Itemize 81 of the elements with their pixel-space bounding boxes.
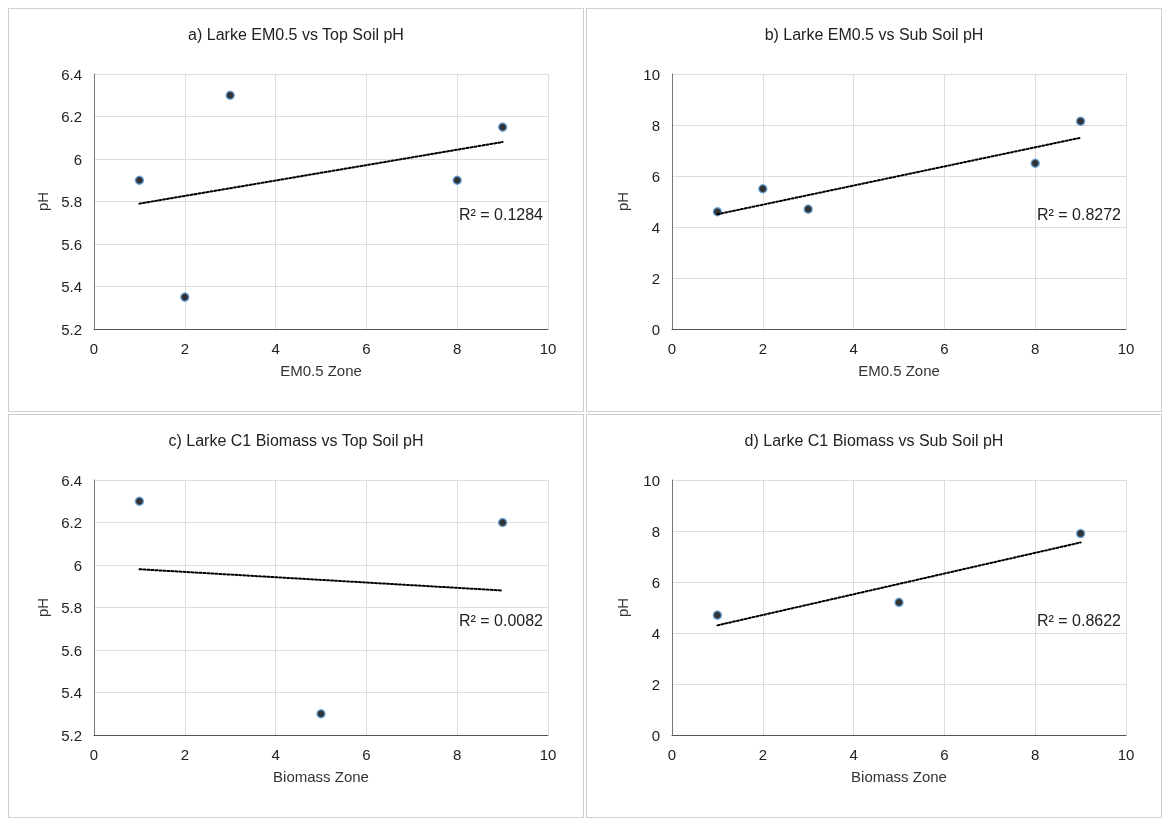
y-tick-label: 0 bbox=[651, 726, 660, 744]
annotation: R² = 0.8622 bbox=[1036, 611, 1122, 629]
point bbox=[452, 175, 462, 185]
y-tick-label: 5.6 bbox=[61, 641, 82, 659]
y-tick-label: 5.4 bbox=[61, 684, 82, 701]
chart-title: c) Larke C1 Biomass vs Top Soil pH bbox=[168, 431, 424, 449]
chart-title: d) Larke C1 Biomass vs Sub Soil pH bbox=[744, 431, 1004, 449]
point bbox=[134, 496, 145, 506]
y-tick-label: 6.4 bbox=[61, 65, 82, 83]
x-tick-label: 6 bbox=[362, 746, 371, 763]
y-tick-label: 5.8 bbox=[61, 599, 82, 616]
y-tick-label: 6 bbox=[73, 150, 82, 168]
x-tick-label: 4 bbox=[271, 746, 280, 763]
x-tick-label: 6 bbox=[940, 746, 949, 763]
point bbox=[225, 90, 235, 100]
y-tick-label: 2 bbox=[651, 675, 660, 693]
x-tick-label: 0 bbox=[89, 746, 99, 763]
point bbox=[803, 204, 813, 214]
y-axis-title: pH bbox=[614, 191, 631, 212]
y-tick-label: 5.8 bbox=[61, 193, 82, 210]
x-tick-label: 8 bbox=[1031, 340, 1040, 357]
y-tick-label: 8 bbox=[651, 116, 660, 134]
point bbox=[712, 610, 723, 620]
annotation: R² = 0.0082 bbox=[458, 611, 544, 629]
y-tick-label: 6.2 bbox=[61, 108, 82, 125]
x-tick-label: 8 bbox=[453, 746, 462, 763]
point bbox=[894, 597, 904, 608]
x-tick-label: 2 bbox=[180, 746, 189, 763]
x-axis-title: EM0.5 Zone bbox=[858, 362, 940, 379]
x-tick-label: 10 bbox=[1117, 746, 1135, 763]
point bbox=[1075, 528, 1086, 539]
y-axis-title: pH bbox=[614, 597, 631, 618]
point bbox=[497, 517, 508, 528]
y-tick-label: 4 bbox=[651, 624, 660, 642]
point bbox=[1075, 116, 1086, 126]
y-tick-label: 10 bbox=[643, 65, 660, 83]
y-tick-label: 6.4 bbox=[61, 471, 82, 489]
x-axis-title: EM0.5 Zone bbox=[280, 362, 362, 379]
y-tick-label: 10 bbox=[643, 471, 660, 489]
y-axis-title: pH bbox=[34, 191, 52, 212]
chart-title: b) Larke EM0.5 vs Sub Soil pH bbox=[764, 25, 984, 43]
x-tick-label: 8 bbox=[453, 340, 462, 357]
y-tick-label: 5.2 bbox=[61, 320, 82, 338]
y-tick-label: 6 bbox=[651, 573, 660, 591]
x-tick-label: 6 bbox=[940, 340, 949, 357]
y-tick-label: 4 bbox=[651, 218, 660, 236]
x-tick-label: 0 bbox=[89, 340, 99, 357]
x-tick-label: 2 bbox=[180, 340, 189, 357]
x-tick-label: 2 bbox=[758, 746, 767, 763]
point bbox=[1030, 158, 1040, 168]
point bbox=[497, 122, 508, 132]
y-tick-label: 5.2 bbox=[61, 726, 82, 744]
point bbox=[134, 175, 145, 185]
y-tick-label: 6 bbox=[651, 167, 660, 185]
point bbox=[316, 709, 326, 719]
y-tick-label: 6 bbox=[73, 556, 82, 574]
point bbox=[180, 292, 190, 302]
annotation: R² = 0.8272 bbox=[1036, 205, 1122, 223]
x-tick-label: 10 bbox=[1117, 340, 1135, 357]
point bbox=[758, 184, 768, 194]
x-tick-label: 2 bbox=[758, 340, 767, 357]
y-tick-label: 5.4 bbox=[61, 278, 82, 295]
chart-title: a) Larke EM0.5 vs Top Soil pH bbox=[188, 25, 404, 43]
y-tick-label: 5.6 bbox=[61, 235, 82, 253]
x-tick-label: 6 bbox=[362, 340, 371, 357]
x-tick-label: 4 bbox=[271, 340, 280, 357]
annotation: R² = 0.1284 bbox=[458, 205, 544, 223]
x-tick-label: 4 bbox=[849, 340, 858, 357]
y-tick-label: 6.2 bbox=[61, 514, 82, 531]
y-tick-label: 8 bbox=[651, 522, 660, 540]
x-tick-label: 0 bbox=[667, 340, 677, 357]
y-tick-label: 2 bbox=[651, 269, 660, 287]
y-tick-label: 0 bbox=[651, 320, 660, 338]
x-tick-label: 10 bbox=[539, 746, 557, 763]
x-tick-label: 8 bbox=[1031, 746, 1040, 763]
y-axis-title: pH bbox=[34, 597, 52, 618]
x-tick-label: 10 bbox=[539, 340, 557, 357]
x-tick-label: 4 bbox=[849, 746, 858, 763]
x-axis-title: Biomass Zone bbox=[273, 768, 369, 785]
x-tick-label: 0 bbox=[667, 746, 677, 763]
x-axis-title: Biomass Zone bbox=[851, 768, 947, 785]
